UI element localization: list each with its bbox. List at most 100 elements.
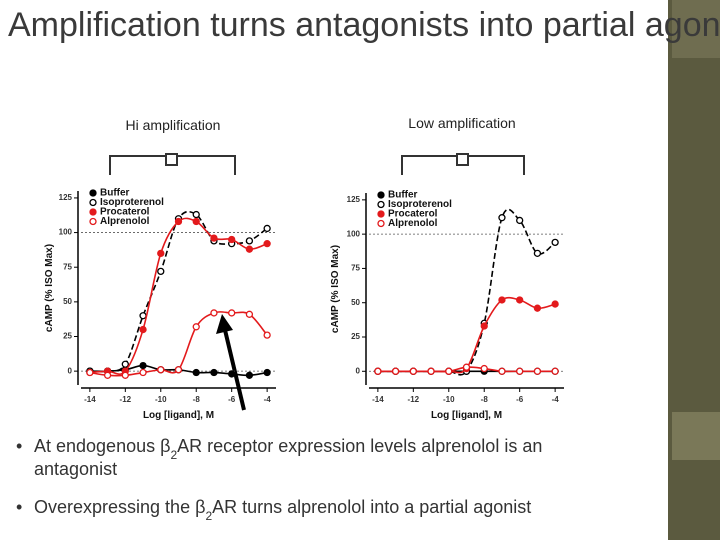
data-point [516,367,524,375]
text: AR receptor expression levels alprenolol… [177,436,542,456]
data-point [551,367,559,375]
data-point [192,368,200,377]
strip-tile [672,0,720,58]
x-axis-label: Log [ligand], M [143,410,214,421]
data-point [139,361,147,370]
bullet-dot: • [16,497,22,517]
data-point [86,368,94,377]
data-point [139,368,147,377]
x-tick-label: -12 [120,395,132,404]
data-point [374,367,382,375]
data-point [228,309,236,317]
data-point [228,370,236,378]
x-tick-label: -8 [193,395,201,404]
y-tick-label: 25 [351,332,360,341]
strip-tile [672,412,720,460]
brackets [109,153,525,175]
legend-marker [377,191,385,199]
data-point [516,296,524,304]
data-point [210,309,218,317]
data-point [228,235,236,244]
y-tick-label: 0 [356,366,361,375]
text: Overexpressing the β [34,497,205,517]
x-tick-label: -6 [228,395,236,404]
y-tick-label: 50 [63,297,72,306]
data-point [445,367,453,375]
data-point [516,216,524,225]
data-point [533,249,542,257]
legend-label: Procaterol [100,207,150,218]
legend-marker [377,200,385,209]
bullet-text: Overexpressing the β2AR turns alprenolol… [34,497,531,523]
data-point [480,322,488,330]
legend-label: Isoproterenol [100,197,164,208]
data-point [245,237,254,245]
subscript: 2 [205,509,212,523]
y-tick-label: 25 [63,332,72,341]
legend-marker [377,219,385,228]
data-point [192,217,200,226]
data-point [409,367,417,375]
y-tick-label: 125 [59,193,73,202]
data-point [157,267,165,276]
x-tick-label: -4 [264,395,272,404]
x-tick-label: -8 [481,395,489,404]
arrow [216,314,246,411]
bullet-text: At endogenous β2AR receptor expression l… [34,436,542,462]
legend-marker [89,198,97,207]
legend-label: Isoproterenol [388,199,452,210]
data-point [157,366,165,374]
chart: 0 25 50 75 100 125 -14 -12 -10 -8 -6 -4 Log [ligand]… [44,188,276,421]
data-point [245,310,254,318]
legend-label: Buffer [388,190,418,201]
data-point [263,224,271,233]
text: AR turns alprenolol into a partial agoni… [212,497,531,517]
y-tick-label: 100 [59,228,73,237]
legend-marker [89,189,97,197]
x-tick-label: -10 [443,395,455,404]
x-axis-label: Log [ligand], M [431,410,502,421]
data-point [391,367,400,375]
data-point [121,360,129,368]
data-point [210,368,218,377]
data-point [427,367,435,375]
bullet-text: antagonist [34,459,117,479]
data-point [480,364,488,373]
data-point [533,304,542,312]
bracket-box [456,153,469,166]
bracket-box [165,153,178,166]
data-point [192,210,200,219]
text: At endogenous β [34,436,170,456]
legend-marker [89,208,97,216]
data-point [462,363,471,371]
legend-marker [89,217,97,226]
data-point [498,367,506,375]
x-tick-label: -12 [408,395,420,404]
data-point [174,366,183,374]
legend-label: Alprenolol [388,218,438,229]
data-point [174,217,183,226]
data-point [498,214,506,222]
data-point [245,371,254,379]
y-axis-label: cAMP (% ISO Max) [44,244,55,332]
legend-marker [377,210,385,218]
x-tick-label: -14 [372,395,384,404]
y-tick-label: 125 [347,195,361,204]
arrow-head [216,314,233,334]
data-point [533,367,542,375]
y-tick-label: 50 [351,298,360,307]
data-point [103,371,112,379]
data-point [263,331,271,339]
bullet-dot: • [16,436,22,456]
x-tick-label: -10 [155,395,167,404]
subscript: 2 [170,448,177,462]
side-strip [668,0,720,540]
legend-label: Alprenolol [100,216,150,227]
data-point [210,234,218,242]
data-point [263,240,271,248]
x-tick-label: -4 [552,395,560,404]
data-point [551,300,559,308]
data-point [263,368,271,377]
